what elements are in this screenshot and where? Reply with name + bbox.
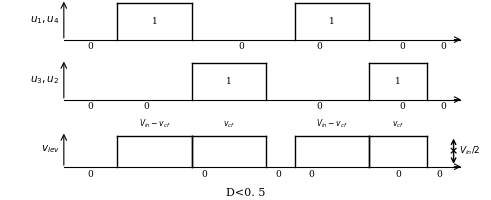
Text: 1: 1 — [329, 17, 335, 26]
Text: $u_3,u_2$: $u_3,u_2$ — [30, 74, 60, 86]
Text: 1: 1 — [152, 17, 158, 26]
Text: 0: 0 — [440, 42, 446, 51]
Text: $V_{in}-v_{cf}$: $V_{in}-v_{cf}$ — [139, 117, 170, 130]
Text: 0: 0 — [308, 170, 314, 179]
Text: 0: 0 — [399, 102, 405, 111]
Text: 0: 0 — [238, 42, 244, 51]
Text: 0: 0 — [436, 170, 442, 179]
Text: 0: 0 — [143, 102, 149, 111]
Text: 0: 0 — [317, 102, 323, 111]
Text: 0: 0 — [395, 170, 401, 179]
Text: 0: 0 — [88, 170, 93, 179]
Text: 1: 1 — [395, 77, 401, 86]
Text: 0: 0 — [275, 170, 281, 179]
Text: $v_{lev}$: $v_{lev}$ — [41, 143, 60, 155]
Text: 0: 0 — [317, 42, 323, 51]
Text: 0: 0 — [440, 102, 446, 111]
Text: 0: 0 — [88, 42, 93, 51]
Text: 0: 0 — [88, 102, 93, 111]
Text: 1: 1 — [226, 77, 232, 86]
Text: D<0. 5: D<0. 5 — [226, 188, 265, 198]
Text: ×: × — [449, 146, 458, 156]
Text: $v_{cf}$: $v_{cf}$ — [223, 119, 235, 130]
Text: $V_{in}-v_{cf}$: $V_{in}-v_{cf}$ — [316, 117, 348, 130]
Text: $V_{in}/2$: $V_{in}/2$ — [459, 145, 480, 157]
Text: $u_1,u_4$: $u_1,u_4$ — [30, 14, 60, 26]
Text: 0: 0 — [201, 170, 207, 179]
Text: $v_{cf}$: $v_{cf}$ — [392, 119, 404, 130]
Text: 0: 0 — [399, 42, 405, 51]
